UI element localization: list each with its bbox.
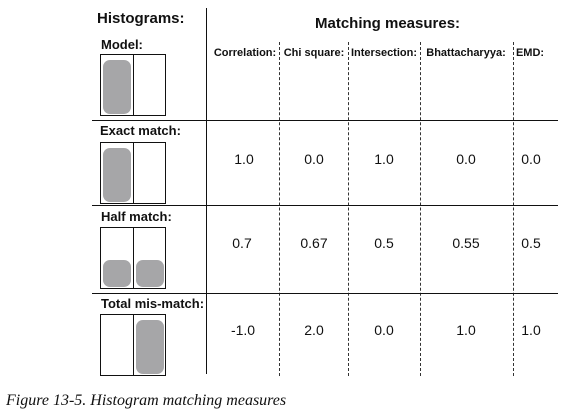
column-divider <box>279 42 280 376</box>
measures-heading: Matching measures: <box>315 15 461 32</box>
column-divider <box>513 42 514 376</box>
exact-match-histogram <box>100 142 166 204</box>
row-label-model: Model: <box>101 37 143 52</box>
column-divider <box>420 42 421 376</box>
row-divider <box>92 205 558 206</box>
histogram-bar <box>103 148 131 202</box>
histogram-bar <box>103 260 131 287</box>
column-divider <box>348 42 349 376</box>
total-mismatch-histogram <box>100 314 166 376</box>
histogram-bar <box>136 260 164 287</box>
figure-caption: Figure 13-5. Histogram matching measures <box>6 392 287 409</box>
histogram-bar <box>136 320 164 374</box>
row-label-exact-match: Exact match: <box>100 123 181 138</box>
section-divider <box>206 8 207 374</box>
half-match-histogram <box>100 227 166 289</box>
row-label-half-match: Half match: <box>101 209 172 224</box>
histogram-bar <box>103 60 131 114</box>
model-histogram <box>100 54 166 116</box>
row-label-total-mismatch: Total mis-match: <box>101 296 205 311</box>
histograms-heading: Histograms: <box>97 10 185 27</box>
row-divider <box>92 293 558 294</box>
row-divider <box>92 120 558 121</box>
